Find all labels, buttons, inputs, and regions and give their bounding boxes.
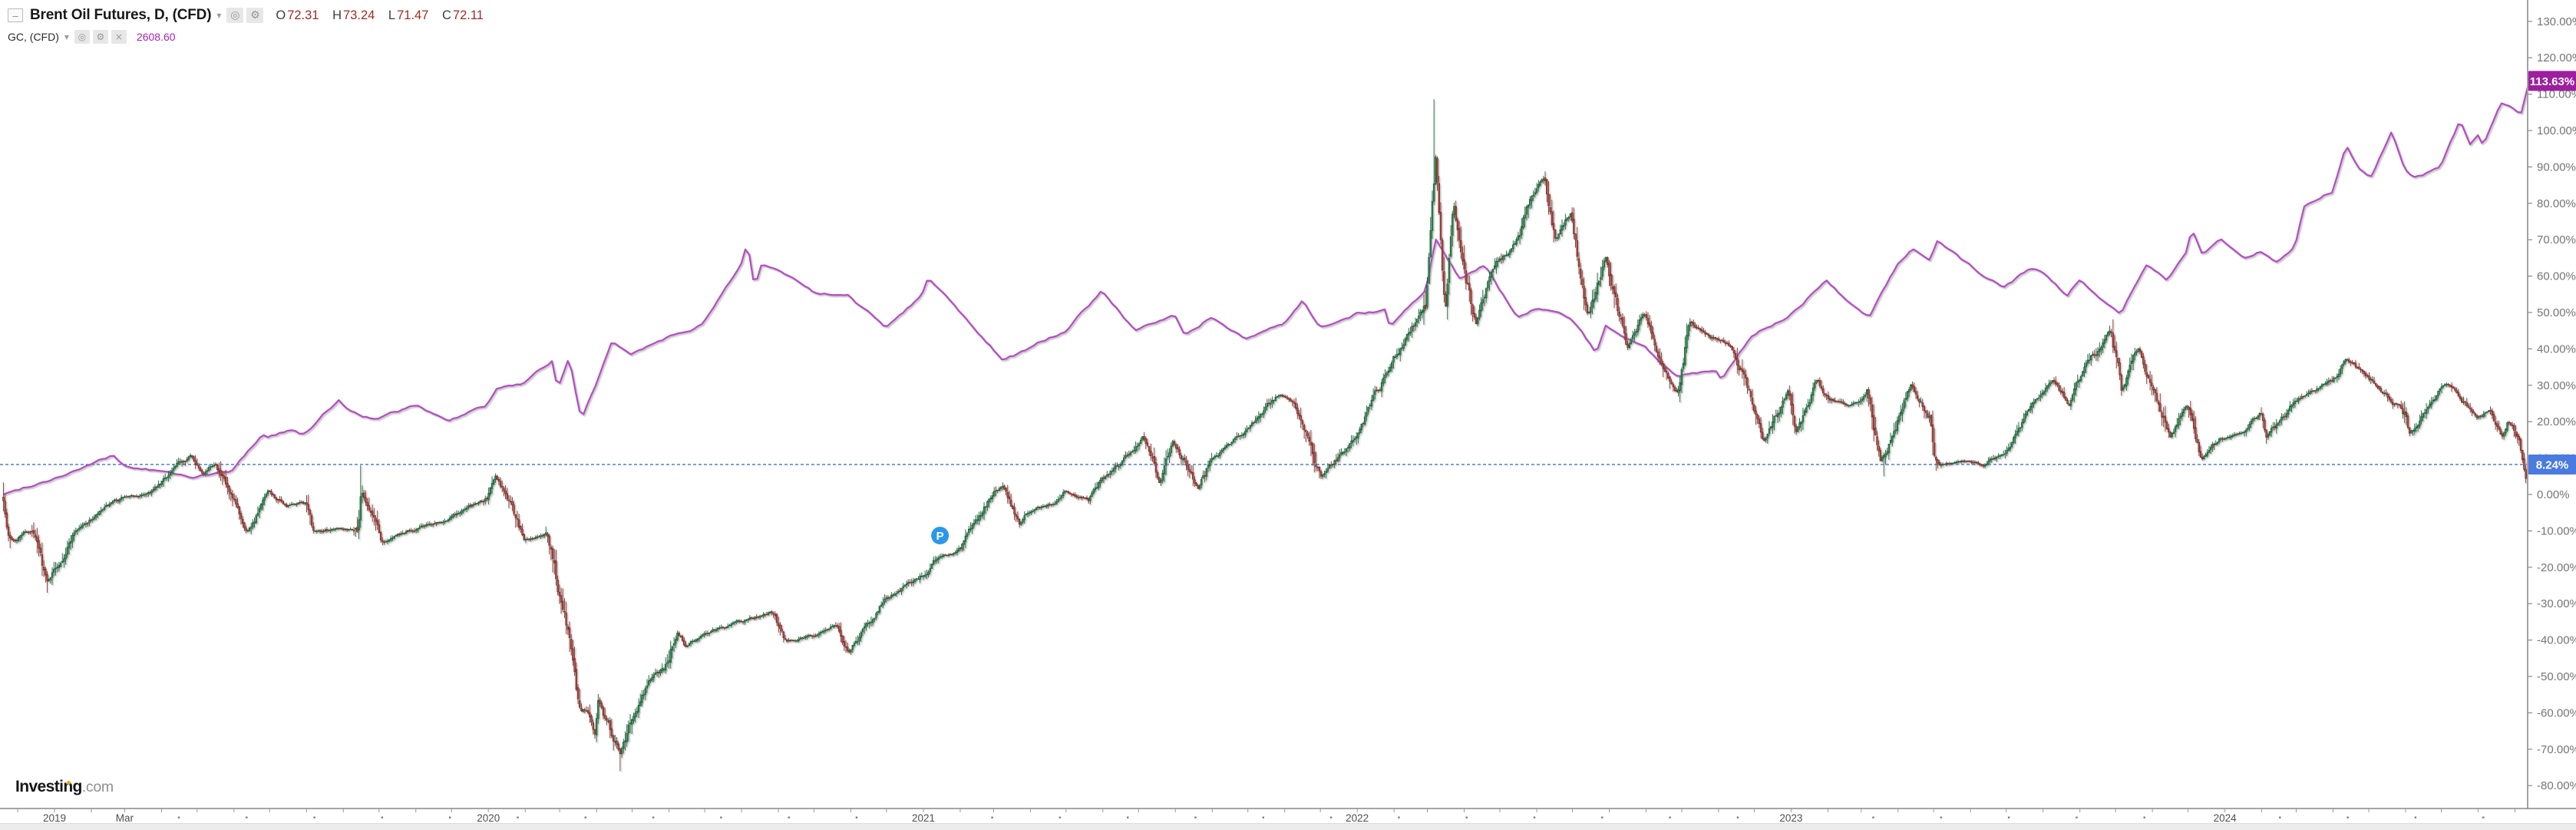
price-tick-label: 120.00%	[2537, 51, 2576, 64]
symbol-title[interactable]: Brent Oil Futures, D, (CFD)	[30, 7, 212, 23]
event-marker-label: P	[936, 530, 944, 543]
time-axis-dot	[788, 816, 790, 818]
price-tick-label: 130.00%	[2537, 15, 2576, 28]
price-tick-label: 110.00%	[2537, 88, 2576, 101]
time-tick-label: 2019	[43, 812, 66, 824]
time-axis-dot	[2279, 816, 2281, 818]
last-price-badge-label: 8.24%	[2536, 458, 2569, 471]
price-tick-label: -60.00%	[2537, 706, 2576, 719]
time-tick-label: 2024	[2214, 812, 2237, 824]
price-tick-label: 50.00%	[2537, 306, 2576, 319]
gc-line-series[interactable]	[2, 81, 2529, 496]
time-axis-dot	[855, 816, 858, 818]
bottom-scroll-strip[interactable]	[0, 823, 2576, 830]
time-axis-dot	[2414, 816, 2417, 818]
time-axis-dot	[1262, 816, 1264, 818]
last-price-badge-label: 113.63%	[2530, 75, 2574, 88]
ohlc-low-value: 71.47	[397, 8, 429, 22]
time-axis-dot	[1127, 816, 1129, 818]
last-price-badge: 8.24%	[2528, 454, 2576, 475]
settings-gear-icon[interactable]: ⚙	[246, 8, 264, 23]
time-axis-dot	[1194, 816, 1197, 818]
ohlc-high-value: 73.24	[343, 8, 375, 22]
price-tick-label: 20.00%	[2537, 415, 2576, 428]
time-axis-dot	[652, 816, 655, 818]
time-axis-dot	[991, 816, 993, 818]
price-tick-label: 80.00%	[2537, 197, 2576, 210]
time-tick-label: Mar	[116, 812, 134, 824]
time-axis-dot	[1669, 816, 1671, 818]
time-axis-dot	[1940, 816, 1942, 818]
time-axis-dot	[1601, 816, 1603, 818]
price-tick-label: 40.00%	[2537, 342, 2576, 355]
price-tick-label: 100.00%	[2537, 124, 2576, 137]
price-tick-label: 60.00%	[2537, 270, 2576, 283]
settings-gear-icon[interactable]: ⚙	[92, 30, 108, 44]
price-tick-label: -30.00%	[2537, 597, 2576, 610]
price-tick-label: 0.00%	[2537, 488, 2570, 501]
time-axis-dot	[381, 816, 384, 818]
time-axis-dot	[313, 816, 315, 818]
chevron-down-icon[interactable]: ▾	[64, 31, 69, 42]
visibility-icon[interactable]: ◎	[226, 8, 244, 23]
chart-legend: – Brent Oil Futures, D, (CFD) ▾ ◎ ⚙ O 72.…	[8, 5, 494, 46]
remove-overlay-icon[interactable]: ×	[111, 30, 127, 44]
time-axis-dot	[517, 816, 519, 818]
price-tick-label: -70.00%	[2537, 743, 2576, 756]
price-tick-label: -50.00%	[2537, 670, 2576, 683]
logo-suffix: .com	[81, 779, 114, 795]
time-axis-dot	[177, 816, 180, 818]
event-marker[interactable]: P	[931, 527, 949, 545]
logo-dot	[67, 781, 71, 785]
time-axis-dot	[2076, 816, 2078, 818]
visibility-icon[interactable]: ◎	[74, 30, 90, 44]
collapse-panel-icon[interactable]: –	[8, 8, 23, 22]
time-tick-label: 2023	[1779, 812, 1802, 824]
ohlc-close-label: C	[441, 8, 451, 22]
price-tick-label: -80.00%	[2537, 779, 2576, 792]
time-axis-dot	[246, 816, 248, 818]
time-axis-dot	[1872, 816, 1874, 818]
main-symbol-row: – Brent Oil Futures, D, (CFD) ▾ ◎ ⚙ O 72.…	[8, 5, 494, 26]
time-axis-dot	[2007, 816, 2010, 818]
time-axis-dot	[720, 816, 722, 818]
last-price-badge: 113.63%	[2528, 71, 2576, 91]
time-axis-dot	[2143, 816, 2145, 818]
overlay-last-price: 2608.60	[136, 31, 176, 43]
time-axis-dot	[1465, 816, 1468, 818]
ohlc-open-value: 72.31	[287, 8, 319, 22]
price-tick-label: -40.00%	[2537, 634, 2576, 647]
time-tick-label: 2022	[1346, 812, 1369, 824]
time-axis-dot	[1398, 816, 1400, 818]
ohlc-close-value: 72.11	[452, 8, 484, 22]
time-axis-dot	[2482, 816, 2485, 818]
price-tick-label: -20.00%	[2537, 561, 2576, 574]
time-axis-dot	[584, 816, 586, 818]
ohlc-readout: O 72.31 H 73.24 L 71.47 C 72.11	[276, 8, 494, 23]
chevron-down-icon[interactable]: ▾	[216, 10, 222, 21]
time-tick-label: 2020	[477, 812, 500, 824]
logo-text: Investing	[15, 778, 82, 795]
time-axis-dot	[449, 816, 451, 818]
overlay-symbol-title[interactable]: GC, (CFD)	[8, 31, 59, 43]
minus-glyph: –	[12, 9, 18, 21]
price-tick-label: 70.00%	[2537, 233, 2576, 246]
ohlc-high-label: H	[332, 8, 342, 22]
price-tick-label: 30.00%	[2537, 379, 2576, 392]
time-axis-dot	[2346, 816, 2349, 818]
price-tick-label: -10.00%	[2537, 524, 2576, 537]
time-axis-dot	[1329, 816, 1333, 818]
ohlc-low-label: L	[388, 8, 396, 22]
investing-logo: Investing .com	[15, 777, 114, 799]
time-tick-label: 2021	[912, 812, 935, 824]
time-axis-dot	[1058, 816, 1062, 818]
overlay-symbol-row: GC, (CFD) ▾ ◎ ⚙ × 2608.60	[8, 28, 494, 46]
price-tick-label: 90.00%	[2537, 160, 2576, 174]
brent-candle-series[interactable]	[2, 99, 2530, 772]
time-axis-dot	[1533, 816, 1536, 818]
time-axis-dot	[1736, 816, 1739, 818]
ohlc-open-label: O	[276, 8, 286, 22]
